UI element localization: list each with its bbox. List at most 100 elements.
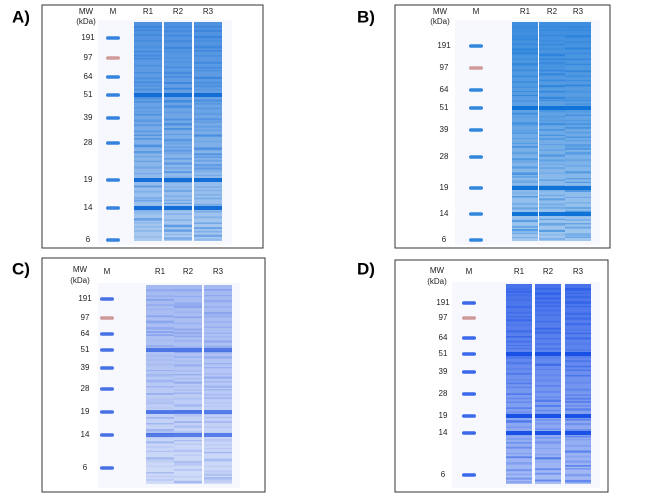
protein-band [174, 339, 202, 343]
protein-band [164, 237, 192, 240]
protein-band [565, 418, 591, 421]
protein-band [506, 431, 532, 435]
protein-band [164, 206, 192, 210]
protein-band [134, 29, 162, 31]
protein-band [134, 225, 162, 228]
protein-band [134, 34, 162, 36]
lane-label: R1 [143, 7, 154, 16]
protein-band [174, 381, 202, 384]
protein-band [134, 77, 162, 80]
lane-label: R3 [203, 7, 214, 16]
protein-band [194, 99, 222, 102]
protein-band [204, 458, 232, 462]
protein-band [539, 203, 565, 206]
protein-band [565, 468, 591, 470]
protein-band [565, 337, 591, 340]
protein-band [134, 113, 162, 116]
protein-band [204, 402, 232, 404]
protein-band [146, 450, 174, 452]
protein-band [535, 327, 561, 330]
protein-band [535, 288, 561, 290]
marker-size: 191 [78, 294, 92, 303]
protein-band [512, 219, 538, 223]
protein-band [204, 306, 232, 308]
protein-band [565, 147, 591, 150]
protein-band [535, 374, 561, 377]
protein-band [164, 233, 192, 236]
protein-band [512, 158, 538, 161]
protein-band [134, 106, 162, 109]
protein-band [146, 289, 174, 292]
protein-band [134, 138, 162, 140]
protein-band [204, 416, 232, 419]
protein-band [506, 319, 532, 322]
protein-band [506, 294, 532, 297]
protein-band [134, 209, 162, 213]
protein-band [535, 385, 561, 387]
protein-band [506, 477, 532, 480]
protein-band [146, 475, 174, 478]
protein-band [512, 30, 538, 33]
protein-band [565, 374, 591, 377]
protein-band [134, 221, 162, 224]
protein-band [204, 470, 232, 473]
protein-band [194, 159, 222, 162]
protein-band [204, 438, 232, 442]
protein-band [512, 100, 538, 102]
protein-band [194, 107, 222, 110]
protein-band [565, 164, 591, 167]
marker-size: 19 [439, 411, 448, 420]
protein-band [512, 228, 538, 232]
protein-band [164, 87, 192, 90]
protein-band [146, 355, 174, 357]
protein-band [164, 219, 192, 222]
protein-band [512, 51, 538, 55]
unit-label: (kDa) [427, 277, 447, 286]
protein-band [535, 363, 561, 366]
protein-band [565, 103, 591, 106]
protein-band [539, 167, 565, 169]
protein-band [134, 65, 162, 67]
protein-band [164, 46, 192, 50]
protein-band [134, 88, 162, 91]
protein-band [512, 191, 538, 195]
protein-band [146, 472, 174, 474]
marker-size: 6 [86, 235, 91, 244]
marker-band [469, 238, 483, 242]
marker-size: 97 [439, 313, 448, 322]
protein-band [204, 367, 232, 369]
protein-band [512, 58, 538, 60]
protein-band [512, 232, 538, 235]
protein-band [204, 420, 232, 424]
marker-band [469, 44, 483, 48]
protein-band [539, 218, 565, 220]
protein-band [134, 160, 162, 163]
protein-band [535, 301, 561, 304]
protein-band [164, 35, 192, 37]
protein-band [535, 314, 561, 316]
protein-band [204, 381, 232, 383]
protein-band [174, 331, 202, 335]
protein-band [174, 295, 202, 298]
protein-band [565, 63, 591, 65]
protein-band [506, 456, 532, 459]
protein-band [535, 356, 561, 359]
marker-size: 6 [441, 470, 446, 479]
protein-band [134, 80, 162, 84]
protein-band [506, 473, 532, 476]
protein-band [565, 171, 591, 174]
protein-band [134, 134, 162, 137]
protein-band [535, 409, 561, 412]
protein-band [535, 337, 561, 340]
protein-band [146, 433, 174, 437]
protein-band [565, 429, 591, 432]
protein-band [146, 460, 174, 463]
protein-band [535, 396, 561, 399]
protein-band [146, 334, 174, 336]
protein-band [539, 237, 565, 240]
protein-band [512, 207, 538, 210]
protein-band [539, 222, 565, 226]
protein-band [194, 216, 222, 219]
sample-lane [194, 22, 222, 241]
protein-band [565, 431, 591, 435]
